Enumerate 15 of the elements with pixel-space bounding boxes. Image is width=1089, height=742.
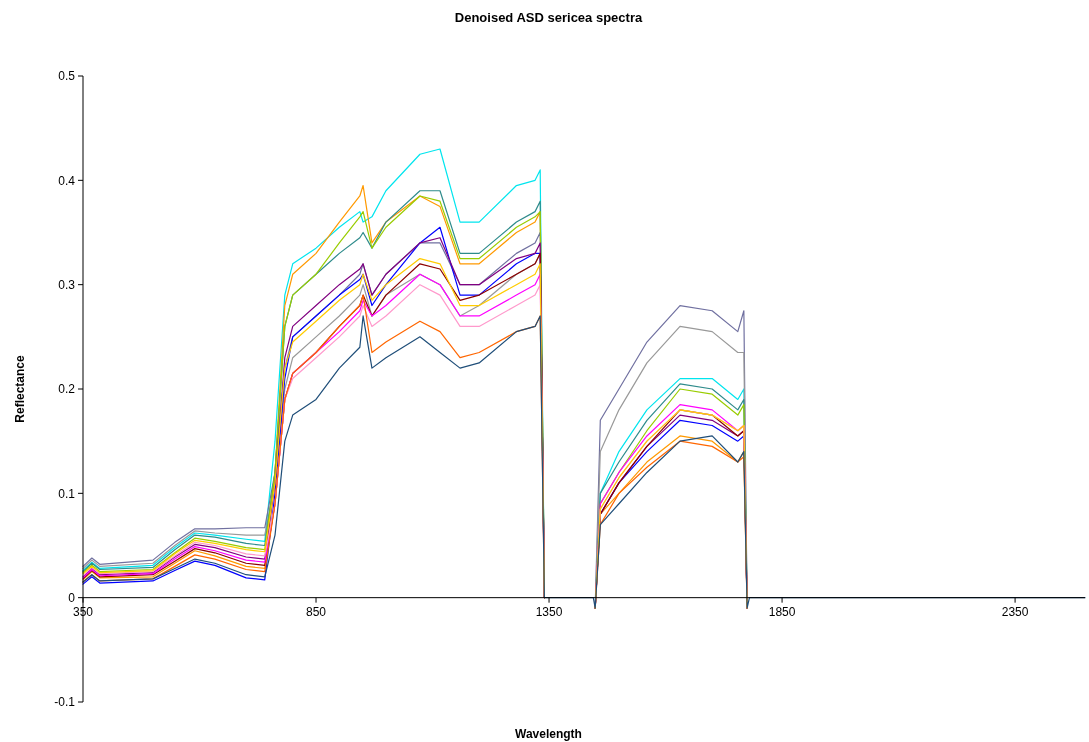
y-axis-title: Reflectance (13, 355, 27, 423)
x-axis-title: Wavelength (515, 727, 582, 741)
y-tick-label: -0.1 (54, 695, 76, 710)
chart-title: Denoised ASD sericea spectra (454, 10, 643, 25)
y-tick-label: 0.4 (58, 173, 76, 188)
y-tick-label: 0.2 (58, 382, 76, 397)
y-tick-label: 0.3 (58, 277, 76, 292)
x-tick-label: 2350 (1001, 604, 1029, 619)
x-tick-label: 1350 (535, 604, 563, 619)
y-tick-label: 0.1 (58, 486, 76, 501)
x-tick-label: 350 (72, 604, 94, 619)
y-tick-label: 0 (68, 590, 76, 605)
x-tick-label: 1850 (768, 604, 796, 619)
x-tick-label: 850 (306, 604, 327, 619)
y-tick-label: 0.5 (58, 69, 76, 84)
